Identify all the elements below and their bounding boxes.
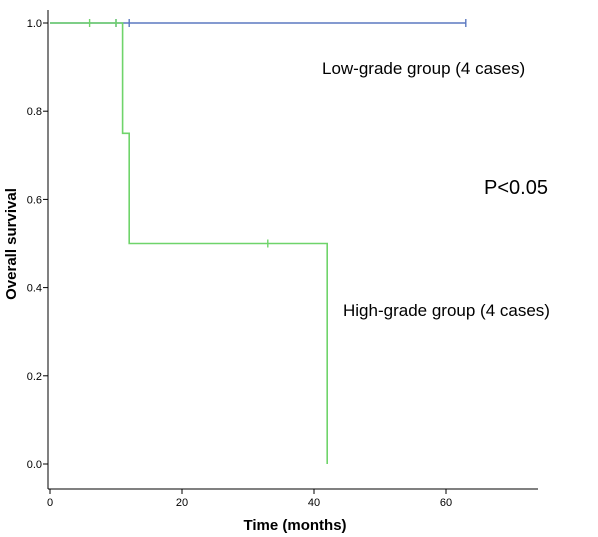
- y-axis-title: Overall survival: [3, 188, 20, 300]
- x-axis-title: Time (months): [243, 517, 346, 534]
- axes: [47, 10, 538, 490]
- series-layer: [50, 19, 467, 464]
- survival-curve-1: [50, 22, 329, 464]
- y-tick-label: 0.8: [27, 106, 42, 118]
- x-tick-label: 60: [440, 497, 452, 509]
- y-tick-label: 0.6: [27, 194, 42, 206]
- y-tick-label: 1.0: [27, 18, 42, 30]
- x-tick-label: 40: [308, 497, 320, 509]
- low-grade-annotation: Low-grade group (4 cases): [322, 59, 525, 78]
- x-tick-label: 20: [176, 497, 188, 509]
- x-tick-label: 0: [47, 497, 53, 509]
- y-axis-ticks: 0.0 0.2 0.4 0.6 0.8 1.0: [27, 18, 48, 471]
- p-value-annotation: P<0.05: [484, 177, 548, 199]
- y-tick-label: 0.4: [27, 283, 42, 295]
- y-tick-label: 0.2: [27, 371, 42, 383]
- high-grade-annotation: High-grade group (4 cases): [343, 301, 550, 320]
- x-axis-ticks: 0 20 40 60: [47, 489, 452, 509]
- y-tick-label: 0.0: [27, 459, 42, 471]
